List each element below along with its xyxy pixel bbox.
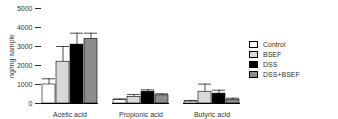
html-text:DSS+BSEF: DSS+BSEF	[263, 71, 300, 78]
svg-text:0: 0	[29, 100, 33, 107]
html-text:Control: Control	[263, 41, 286, 48]
svg-text:3000: 3000	[17, 43, 33, 50]
svg-text:Butyric acid: Butyric acid	[194, 111, 230, 119]
svg-text:Acetic acid: Acetic acid	[53, 111, 87, 118]
svg-text:4000: 4000	[17, 24, 33, 31]
svg-text:ng/mg sample: ng/mg sample	[8, 34, 16, 78]
svg-text:1000: 1000	[17, 81, 33, 88]
html-text:BSEF: BSEF	[263, 51, 282, 58]
svg-text:2000: 2000	[17, 62, 33, 69]
svg-text:5000: 5000	[17, 5, 33, 12]
svg-text:Propionic acid: Propionic acid	[119, 111, 163, 119]
html-text:DSS: DSS	[263, 61, 278, 68]
